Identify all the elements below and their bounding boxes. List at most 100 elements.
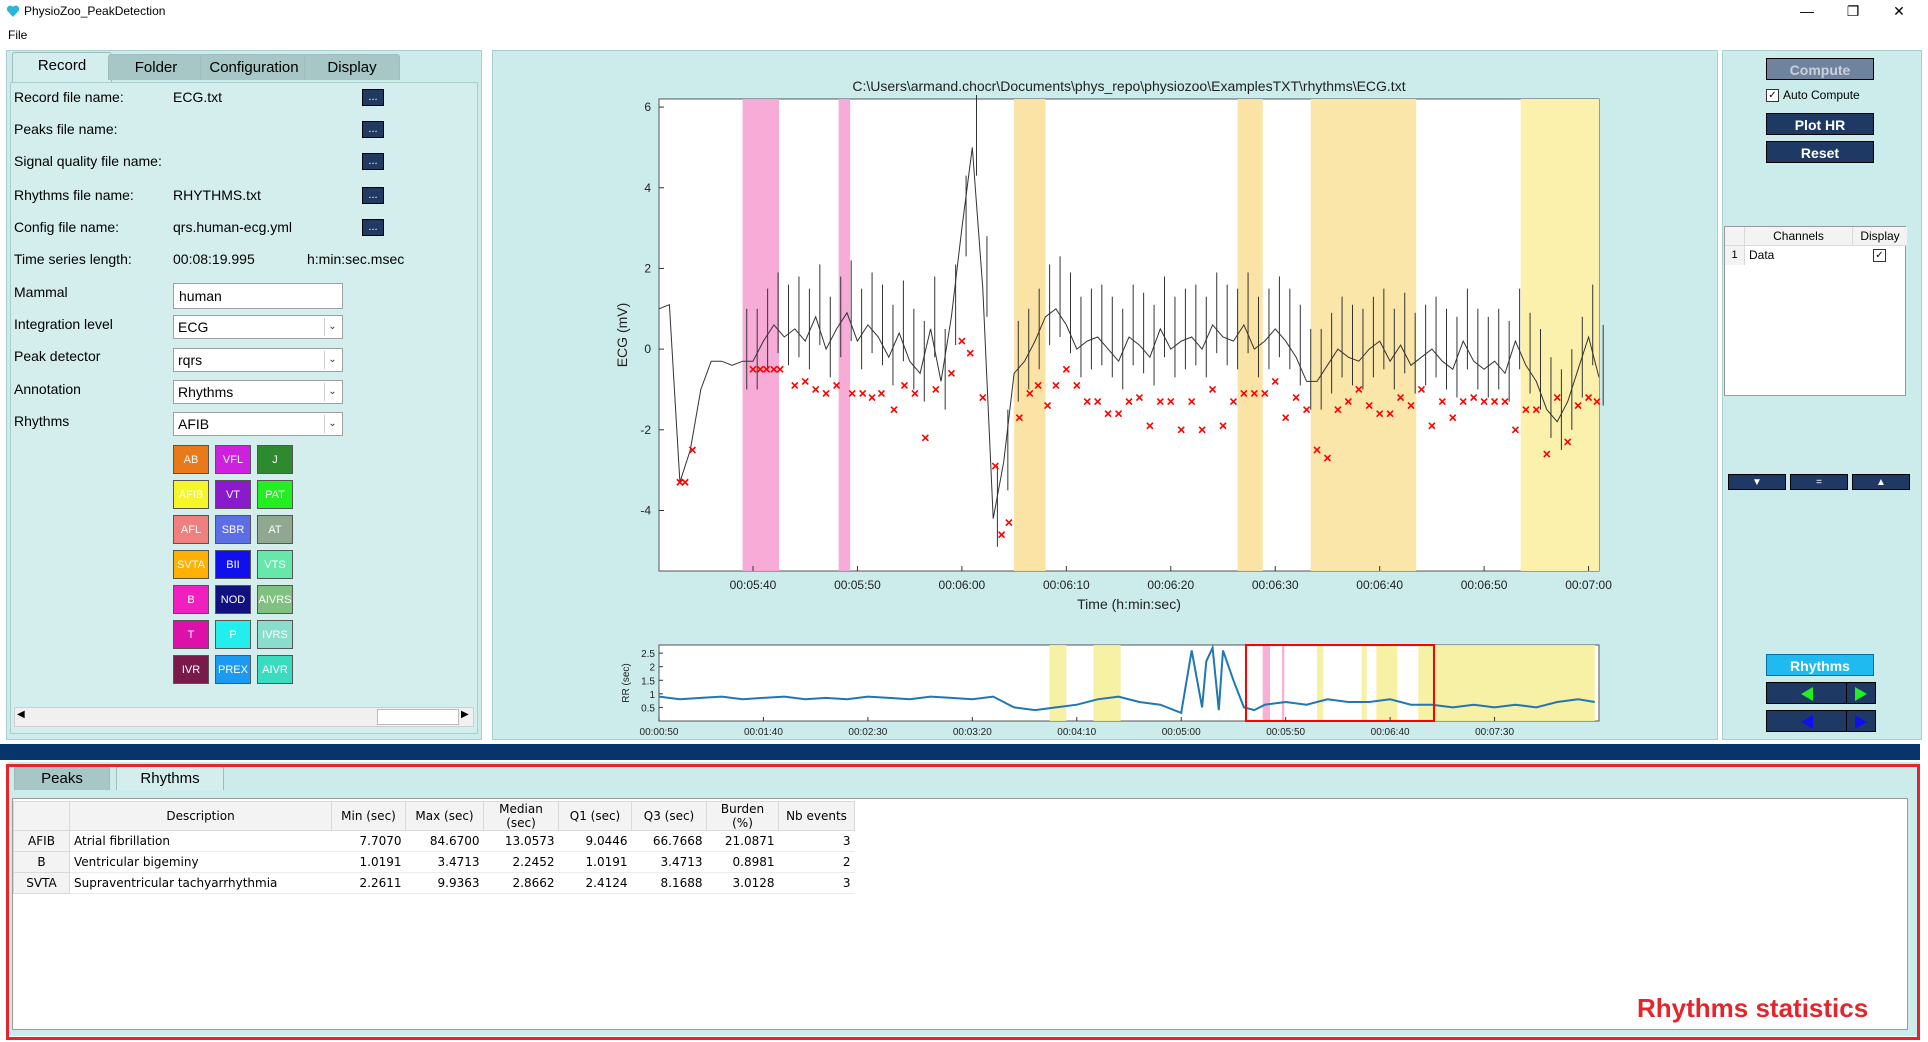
table-row[interactable]: AFIB Atrial fibrillation 7.7070 84.6700 13.0… [13,830,855,852]
prev-window-button[interactable] [1766,710,1850,732]
table-row[interactable]: SVTA Supraventricular tachyarrhythmia 2.26… [13,872,855,894]
rhythm-button-afib[interactable]: AFIB [173,480,209,509]
next-rhythm-button[interactable] [1846,682,1876,704]
rhythm-button-ivrs[interactable]: IVRS [257,620,293,649]
plot-hr-button[interactable]: Plot HR [1766,113,1874,135]
minimize-button[interactable]: — [1800,3,1814,19]
next-window-button[interactable] [1846,710,1876,732]
auto-compute-checkbox[interactable]: ✓ [1766,89,1779,102]
y-tick-label: 6 [644,100,651,114]
tab-peaks[interactable]: Peaks [14,766,110,790]
rhythm-button-aivr[interactable]: AIVR [257,655,293,684]
rhythms-stats-table: Description Min (sec) Max (sec) Median (… [13,801,855,894]
scroll-thumb[interactable] [377,709,459,725]
restore-button[interactable]: ❐ [1846,3,1860,19]
annotation-select[interactable]: Rhythms ⌄ [173,380,343,404]
close-button[interactable]: ✕ [1893,3,1905,19]
rhythm-button-j[interactable]: J [257,445,293,474]
x-tick-label: 00:07:00 [1565,578,1612,592]
peak-marker [1146,422,1154,430]
zoom-up-button[interactable]: ▲ [1852,474,1910,490]
peak-marker [1501,397,1509,406]
peak-marker [1490,397,1499,406]
signal-quality-file-browse-button[interactable]: ... [362,153,384,170]
tab-folder[interactable]: Folder [108,54,204,80]
rhythm-button-t[interactable]: T [173,620,209,649]
peak-marker [932,385,940,394]
rhythms-file-browse-button[interactable]: ... [362,187,384,204]
rhythm-button-nod[interactable]: NOD [215,585,251,614]
rhythm-button-afl[interactable]: AFL [173,515,209,544]
peak-marker [756,365,764,373]
rhythms-button[interactable]: Rhythms [1766,654,1874,676]
horizontal-scrollbar[interactable]: ◀ ▶ [14,707,474,727]
time-series-length-value: 00:08:19.995 [173,251,255,267]
rhythm-button-b[interactable]: B [173,585,209,614]
zoom-equal-button[interactable]: = [1790,474,1848,490]
peak-marker [1470,393,1478,402]
peak-marker [1261,389,1269,398]
table-row[interactable]: B Ventricular bigeminy 1.0191 3.4713 2.2452 1… [13,851,855,873]
rhythm-button-at[interactable]: AT [257,515,293,544]
rhythms-select[interactable]: AFIB ⌄ [173,412,343,436]
table-body: AFIB Atrial fibrillation 7.7070 84.6700 13.0… [13,830,855,894]
peak-marker [1480,397,1488,406]
scroll-right-icon[interactable]: ▶ [461,709,469,720]
rhythm-button-sbr[interactable]: SBR [215,515,251,544]
row-value: 1.0191 [558,851,632,873]
rhythms-file-label: Rhythms file name: [14,187,134,203]
x-tick-label: 00:05:40 [730,578,777,592]
ecg-chart[interactable]: -4 -2 0 2 4 6 00:05:40 00:05:50 00:06:00 00:06:10… [493,51,1719,741]
menu-bar: File [0,24,1928,46]
tab-record[interactable]: Record [12,52,112,82]
x-tick-label: 00:06:10 [1043,578,1090,592]
peak-marker [1396,393,1405,402]
channel-display-checkbox[interactable]: ✓ [1873,249,1886,262]
peak-marker [1522,406,1530,414]
peak-marker [1376,410,1384,418]
rr-x-tick-label: 00:04:10 [1057,727,1096,738]
integration-level-select[interactable]: ECG ⌄ [173,315,343,339]
rhythm-button-p[interactable]: P [215,620,251,649]
row-value: 66.7668 [631,830,707,852]
tab-display[interactable]: Display [304,54,400,80]
rhythm-button-ab[interactable]: AB [173,445,209,474]
menu-file[interactable]: File [8,28,28,42]
row-value: 9.9363 [405,872,484,894]
peak-detector-select[interactable]: rqrs ⌄ [173,348,343,372]
auto-compute-label: Auto Compute [1783,88,1860,102]
tab-rhythms[interactable]: Rhythms [116,766,224,790]
prev-rhythm-button[interactable] [1766,682,1850,704]
peak-marker [1005,519,1013,527]
config-file-browse-button[interactable]: ... [362,219,384,236]
zoom-down-button[interactable]: ▼ [1728,474,1786,490]
peak-marker [1114,410,1123,418]
compute-button[interactable]: Compute [1766,58,1874,80]
peak-marker [791,381,799,389]
rhythm-button-aivrs[interactable]: AIVRS [257,585,293,614]
peaks-file-browse-button[interactable]: ... [362,121,384,138]
channel-row-index: 1 [1725,246,1745,265]
rr-y-tick-label: 2.5 [641,649,655,660]
rhythm-button-vt[interactable]: VT [215,480,251,509]
rhythm-button-svta[interactable]: SVTA [173,550,209,579]
rhythm-button-ivr[interactable]: IVR [173,655,209,684]
tab-configuration[interactable]: Configuration [200,54,308,80]
row-value: 84.6700 [405,830,484,852]
rhythm-button-vfl[interactable]: VFL [215,445,251,474]
row-value: 2.2452 [483,851,559,873]
rhythm-button-vts[interactable]: VTS [257,550,293,579]
peak-marker [1250,389,1258,398]
panel-splitter[interactable] [0,744,1920,760]
reset-button[interactable]: Reset [1766,141,1874,163]
row-value: 13.0573 [483,830,559,852]
rhythm-button-bii[interactable]: BII [215,550,251,579]
scroll-left-icon[interactable]: ◀ [17,709,25,720]
peak-marker [1073,381,1081,389]
rhythm-button-pat[interactable]: PAT [257,480,293,509]
peak-marker [681,478,689,486]
record-file-browse-button[interactable]: ... [362,89,384,106]
mammal-input[interactable]: human [173,283,343,309]
rhythm-button-prex[interactable]: PREX [215,655,251,684]
row-description: Supraventricular tachyarrhythmia [69,872,332,894]
